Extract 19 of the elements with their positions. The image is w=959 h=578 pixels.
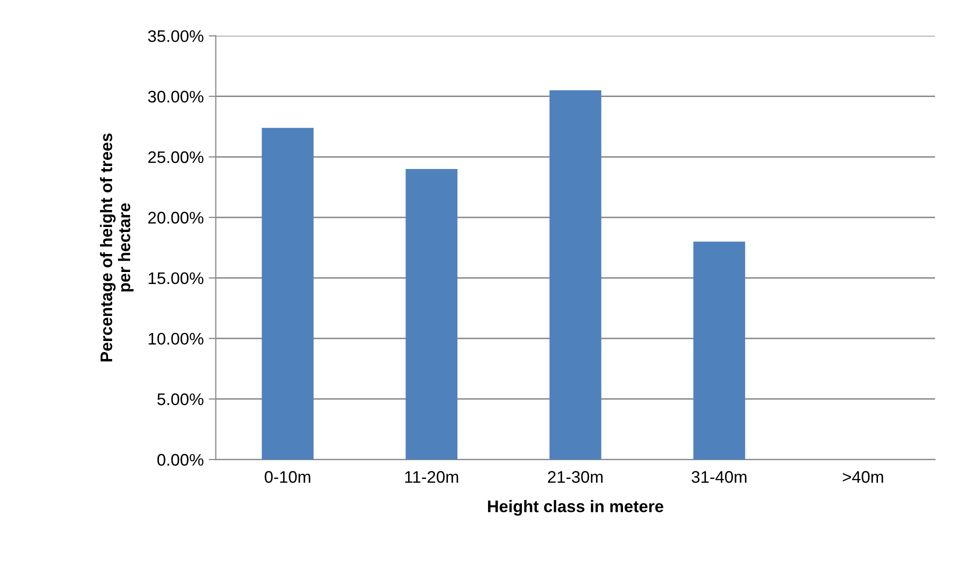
y-tick-label: 25.00% bbox=[148, 151, 204, 164]
x-axis-title: Height class in metere bbox=[488, 500, 664, 516]
y-tick-label: 30.00% bbox=[148, 90, 204, 103]
x-tick-label: 31-40m bbox=[692, 471, 746, 483]
y-tick-label: 20.00% bbox=[148, 212, 204, 224]
bar bbox=[693, 242, 746, 460]
bar bbox=[406, 168, 458, 460]
bar bbox=[262, 128, 314, 460]
y-axis-title: Percentage of height of trees per hectare bbox=[100, 134, 134, 362]
x-tick-label: 21-30m bbox=[548, 471, 603, 483]
x-tick-label: >40m bbox=[842, 471, 884, 483]
y-tick-label: 35.00% bbox=[148, 30, 204, 42]
y-tick-label: 5.00% bbox=[157, 393, 204, 406]
x-tick-label: 0-10m bbox=[264, 471, 310, 483]
y-tick-label: 10.00% bbox=[148, 332, 204, 345]
y-tick-label: 0.00% bbox=[157, 454, 204, 466]
bar bbox=[550, 90, 602, 460]
x-tick-label: 11-20m bbox=[405, 471, 458, 483]
y-tick-label: 15.00% bbox=[148, 272, 204, 284]
